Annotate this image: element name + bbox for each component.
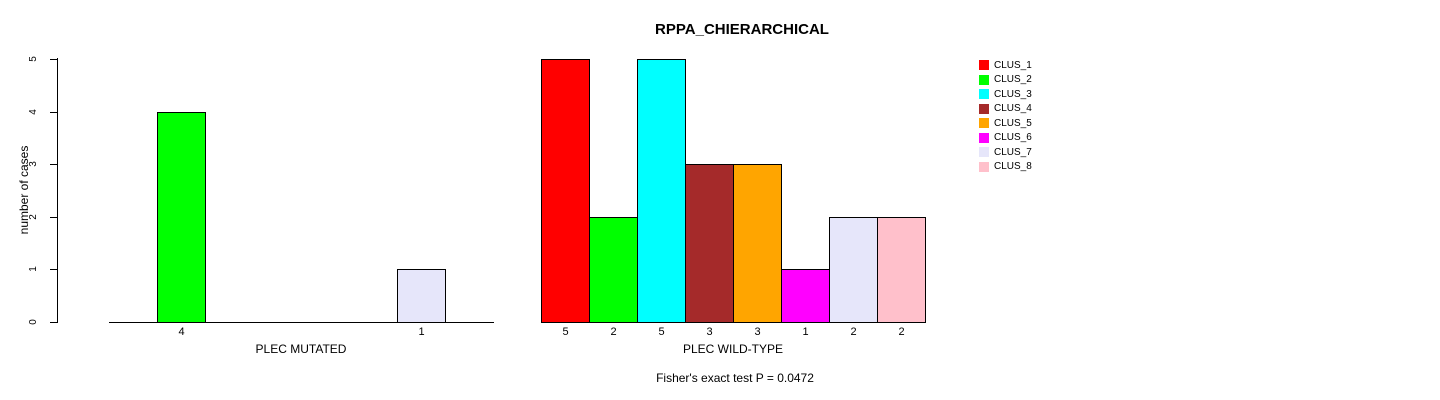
x-axis-line-mutated: [109, 322, 494, 323]
y-axis-tick-label: 3: [28, 161, 39, 167]
bar-clus_2-wild-type: [589, 217, 638, 323]
legend-swatch-clus_3: [979, 89, 989, 99]
bar-value-label-wild-type: 2: [898, 326, 905, 338]
y-axis-line: [57, 58, 58, 323]
y-axis-tick: [50, 217, 57, 218]
legend-swatch-clus_2: [979, 74, 989, 85]
y-axis-tick-label: 1: [28, 266, 39, 272]
chart-title: RPPA_CHIERARCHICAL: [655, 21, 829, 38]
y-axis-title: number of cases: [17, 145, 31, 235]
fisher-test-caption: Fisher's exact test P = 0.0472: [656, 371, 814, 385]
bar-value-label-wild-type: 3: [706, 326, 713, 338]
bar-value-label-wild-type: 1: [802, 326, 809, 338]
legend-swatch-clus_6: [979, 132, 989, 143]
x-axis-title-mutated: PLEC MUTATED: [255, 342, 347, 356]
legend-swatch-clus_7: [979, 147, 989, 157]
y-axis-tick: [50, 59, 57, 60]
bar-clus_8-wild-type: [877, 217, 926, 323]
bar-clus_2-mutated: [157, 112, 206, 323]
bar-clus_7-wild-type: [829, 217, 878, 323]
y-axis-tick-label: 4: [28, 109, 39, 115]
legend-row: CLUS_4: [979, 103, 1032, 115]
legend-label: CLUS_4: [994, 103, 1032, 114]
y-axis-tick: [50, 269, 57, 270]
legend-swatch-clus_1: [979, 60, 989, 70]
legend-label: CLUS_7: [994, 146, 1032, 158]
bar-value-label-wild-type: 5: [562, 326, 569, 338]
legend-row: CLUS_8: [979, 161, 1032, 173]
y-axis-tick-label: 5: [28, 56, 39, 62]
legend-label: CLUS_6: [994, 132, 1032, 143]
legend-row: CLUS_1: [979, 59, 1032, 71]
legend-row: CLUS_6: [979, 132, 1032, 144]
legend-label: CLUS_8: [994, 161, 1032, 172]
bar-value-label-mutated: 4: [178, 326, 185, 338]
legend-label: CLUS_2: [994, 74, 1032, 85]
bar-clus_4-wild-type: [685, 164, 734, 323]
bar-value-label-wild-type: 3: [754, 326, 761, 338]
y-axis-tick: [50, 112, 57, 113]
bar-value-label-mutated: 1: [418, 326, 425, 338]
legend-row: CLUS_7: [979, 146, 1032, 158]
legend-swatch-clus_5: [979, 118, 989, 128]
legend-swatch-clus_8: [979, 161, 989, 172]
legend-label: CLUS_1: [994, 59, 1032, 71]
legend-row: CLUS_3: [979, 88, 1032, 100]
legend-label: CLUS_5: [994, 117, 1032, 129]
legend-swatch-clus_4: [979, 103, 989, 114]
legend-label: CLUS_3: [994, 88, 1032, 100]
y-axis-tick-label: 2: [28, 214, 39, 220]
x-axis-title-wild-type: PLEC WILD-TYPE: [682, 342, 784, 356]
bar-clus_5-wild-type: [733, 164, 782, 323]
bar-clus_7-mutated: [397, 269, 446, 323]
y-axis-tick: [50, 164, 57, 165]
bar-value-label-wild-type: 2: [850, 326, 857, 338]
bar-clus_3-wild-type: [637, 59, 686, 323]
bar-clus_6-wild-type: [781, 269, 830, 323]
bar-clus_1-wild-type: [541, 59, 590, 323]
y-axis-tick-label: 0: [28, 319, 39, 325]
bar-value-label-wild-type: 5: [658, 326, 665, 338]
bar-value-label-wild-type: 2: [610, 326, 617, 338]
legend-row: CLUS_5: [979, 117, 1032, 129]
legend-row: CLUS_2: [979, 74, 1032, 86]
y-axis-tick: [50, 322, 57, 323]
